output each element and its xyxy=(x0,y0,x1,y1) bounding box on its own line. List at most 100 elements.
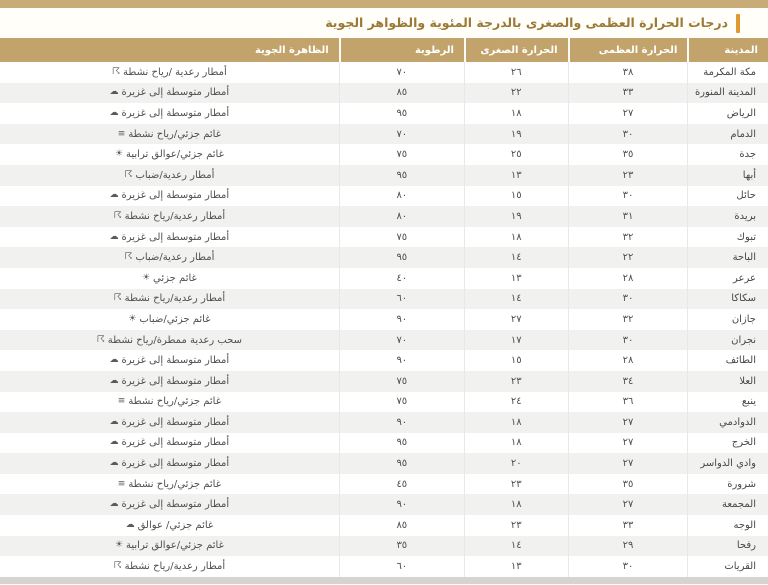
max-cell: ٢٩ xyxy=(567,535,688,557)
phenomenon-cell: أمطار رعدية/رياح نشطة ☈ xyxy=(0,206,339,227)
min-cell: ١٣ xyxy=(463,164,568,186)
max-cell: ٣١ xyxy=(567,206,688,227)
phenomenon-cell: أمطار متوسطة إلى غزيرة ☁ xyxy=(0,371,339,392)
max-cell: ٣٠ xyxy=(567,123,688,145)
rain-cloud-icon: ☁ xyxy=(109,416,119,427)
weather-table: المدينة الحرارة العظمى الحرارة الصغرى الرطو… xyxy=(0,38,768,577)
header-row: المدينة الحرارة العظمى الحرارة الصغرى الرطو… xyxy=(0,38,768,62)
min-cell: ١٩ xyxy=(463,123,568,145)
max-cell: ٣٨ xyxy=(567,62,688,83)
humidity-cell: ٩٥ xyxy=(338,432,464,454)
humidity-cell: ٩٠ xyxy=(338,494,464,516)
humidity-cell: ٦٠ xyxy=(338,556,464,577)
min-cell: ٢٠ xyxy=(463,453,568,474)
bottom-strip xyxy=(0,576,768,584)
phenomenon-cell: غائم جزئي ☀ xyxy=(0,268,339,289)
max-cell: ٢٧ xyxy=(567,103,688,124)
city-cell: الطائف xyxy=(687,350,768,371)
column-header-max: الحرارة العظمى xyxy=(567,38,688,62)
city-cell: شرورة xyxy=(687,473,768,495)
max-cell: ٣٥ xyxy=(567,473,688,495)
table-row: جازان ٣٢ ٢٧ ٩٠ غائم جزئي/ضباب ☀ xyxy=(0,309,768,330)
phenomenon-cell: أمطار متوسطة إلى غزيرة ☁ xyxy=(0,186,339,207)
table-row: وادي الدواسر ٢٧ ٢٠ ٩٥ أمطار متوسطة إلى غزيرة… xyxy=(0,453,768,474)
thunder-rain-icon: ☈ xyxy=(124,252,133,263)
table-row: الباحة ٢٢ ١٤ ٩٥ أمطار رعدية/ضباب ☈ xyxy=(0,247,768,268)
min-cell: ٢٦ xyxy=(463,62,568,83)
phenomenon-label: أمطار رعدية/ضباب xyxy=(135,252,215,264)
min-cell: ١٨ xyxy=(463,432,568,454)
min-cell: ٢٣ xyxy=(463,515,568,536)
table-row: حائل ٣٠ ١٥ ٨٠ أمطار متوسطة إلى غزيرة ☁ xyxy=(0,185,768,207)
max-cell: ٢٣ xyxy=(567,164,688,186)
city-cell: نجران xyxy=(687,329,768,351)
max-cell: ٣٠ xyxy=(567,288,688,310)
min-cell: ٢٤ xyxy=(463,391,568,413)
city-cell: الباحة xyxy=(687,247,768,268)
table-row: الطائف ٢٨ ١٥ ٩٠ أمطار متوسطة إلى غزيرة ☁ xyxy=(0,350,768,371)
min-cell: ١٨ xyxy=(463,494,568,516)
min-cell: ١٤ xyxy=(463,247,568,268)
max-cell: ٣٦ xyxy=(567,391,688,413)
min-cell: ٢٥ xyxy=(463,144,568,165)
table-row: الرياض ٢٧ ١٨ ٩٥ أمطار متوسطة إلى غزيرة ☁ xyxy=(0,103,768,124)
humidity-cell: ٩٥ xyxy=(338,164,464,186)
phenomenon-cell: أمطار متوسطة إلى غزيرة ☁ xyxy=(0,227,339,248)
wind-cloud-icon: ≡ xyxy=(117,396,126,407)
table-row: شرورة ٣٥ ٢٣ ٤٥ غائم جزئي/رياح نشطة ≡ xyxy=(0,473,768,495)
weather-table-body: مكة المكرمة ٣٨ ٢٦ ٧٠ أمطار رعدية /رياح نشطة ☈… xyxy=(0,62,768,577)
min-cell: ١٧ xyxy=(463,329,568,351)
phenomenon-cell: أمطار متوسطة إلى غزيرة ☁ xyxy=(0,453,339,474)
sun-cloud-icon: ☀ xyxy=(141,272,151,283)
table-row: تبوك ٣٢ ١٨ ٧٥ أمطار متوسطة إلى غزيرة ☁ xyxy=(0,226,768,248)
phenomenon-cell: أمطار رعدية/ضباب ☈ xyxy=(0,165,339,186)
thunder-rain-icon: ☈ xyxy=(124,169,133,180)
phenomenon-cell: أمطار متوسطة إلى غزيرة ☁ xyxy=(0,433,339,454)
phenomenon-label: أمطار رعدية/رياح نشطة xyxy=(124,561,226,573)
max-cell: ٢٧ xyxy=(567,432,688,454)
rain-cloud-icon: ☁ xyxy=(109,458,119,469)
table-row: عرعر ٢٨ ١٣ ٤٠ غائم جزئي ☀ xyxy=(0,267,768,289)
phenomenon-cell: غائم جزئي/رياح نشطة ≡ xyxy=(0,474,339,495)
thunder-rain-icon: ☈ xyxy=(96,334,105,345)
phenomenon-label: أمطار متوسطة إلى غزيرة xyxy=(121,87,230,99)
phenomenon-cell: غائم جزئي/عوالق ترابية ☀ xyxy=(0,144,339,165)
humidity-cell: ٩٠ xyxy=(338,412,464,433)
column-header-phenomenon: الظاهرة الجوية xyxy=(0,38,339,62)
phenomenon-label: أمطار رعدية /رياح نشطة xyxy=(123,66,227,78)
wind-cloud-icon: ≡ xyxy=(117,478,126,489)
city-cell: مكة المكرمة xyxy=(687,62,768,83)
table-row: جدة ٣٥ ٢٥ ٧٥ غائم جزئي/عوالق ترابية ☀ xyxy=(0,144,768,165)
phenomenon-label: أمطار رعدية/رياح نشطة xyxy=(124,210,226,222)
sun-cloud-icon: ☀ xyxy=(128,313,137,324)
title-bar: درجات الحرارة العظمى والصغرى بالدرجة الم… xyxy=(0,8,768,38)
humidity-cell: ٦٠ xyxy=(338,288,464,310)
page-title: درجات الحرارة العظمى والصغرى بالدرجة الم… xyxy=(325,14,728,30)
min-cell: ٢٧ xyxy=(463,309,568,330)
phenomenon-cell: أمطار رعدية/ضباب ☈ xyxy=(0,247,339,268)
humidity-cell: ٧٥ xyxy=(338,391,464,413)
phenomenon-cell: غائم جزئي/رياح نشطة ≡ xyxy=(0,392,339,413)
humidity-cell: ٨٥ xyxy=(338,515,464,536)
table-row: أبها ٢٣ ١٣ ٩٥ أمطار رعدية/ضباب ☈ xyxy=(0,164,768,186)
phenomenon-label: أمطار متوسطة إلى غزيرة xyxy=(121,190,230,202)
table-row: الخرج ٢٧ ١٨ ٩٥ أمطار متوسطة إلى غزيرة ☁ xyxy=(0,432,768,454)
table-row: القريات ٣٠ ١٣ ٦٠ أمطار رعدية/رياح نشطة ☈ xyxy=(0,556,768,577)
max-cell: ٣٤ xyxy=(567,370,688,392)
table-row: الوجه ٣٣ ٢٣ ٨٥ غائم جزئي/ عوالق ☁ xyxy=(0,515,768,536)
wind-cloud-icon: ≡ xyxy=(117,128,126,139)
min-cell: ٢٣ xyxy=(463,473,568,495)
thunder-rain-icon: ☈ xyxy=(113,293,122,304)
humidity-cell: ٨٥ xyxy=(338,82,464,104)
min-cell: ١٥ xyxy=(463,185,568,207)
city-cell: الدوادمي xyxy=(687,412,768,433)
max-cell: ٢٧ xyxy=(567,412,688,433)
phenomenon-cell: سحب رعدية ممطرة/رياح نشطة ☈ xyxy=(0,330,339,351)
sun-cloud-icon: ☀ xyxy=(114,540,123,551)
min-cell: ١٤ xyxy=(463,535,568,557)
title-accent-bar xyxy=(736,13,740,33)
table-row: سكاكا ٣٠ ١٤ ٦٠ أمطار رعدية/رياح نشطة ☈ xyxy=(0,288,768,310)
column-header-humidity: الرطوبة xyxy=(338,38,464,62)
max-cell: ٣٣ xyxy=(567,515,688,536)
humidity-cell: ٧٠ xyxy=(338,123,464,145)
